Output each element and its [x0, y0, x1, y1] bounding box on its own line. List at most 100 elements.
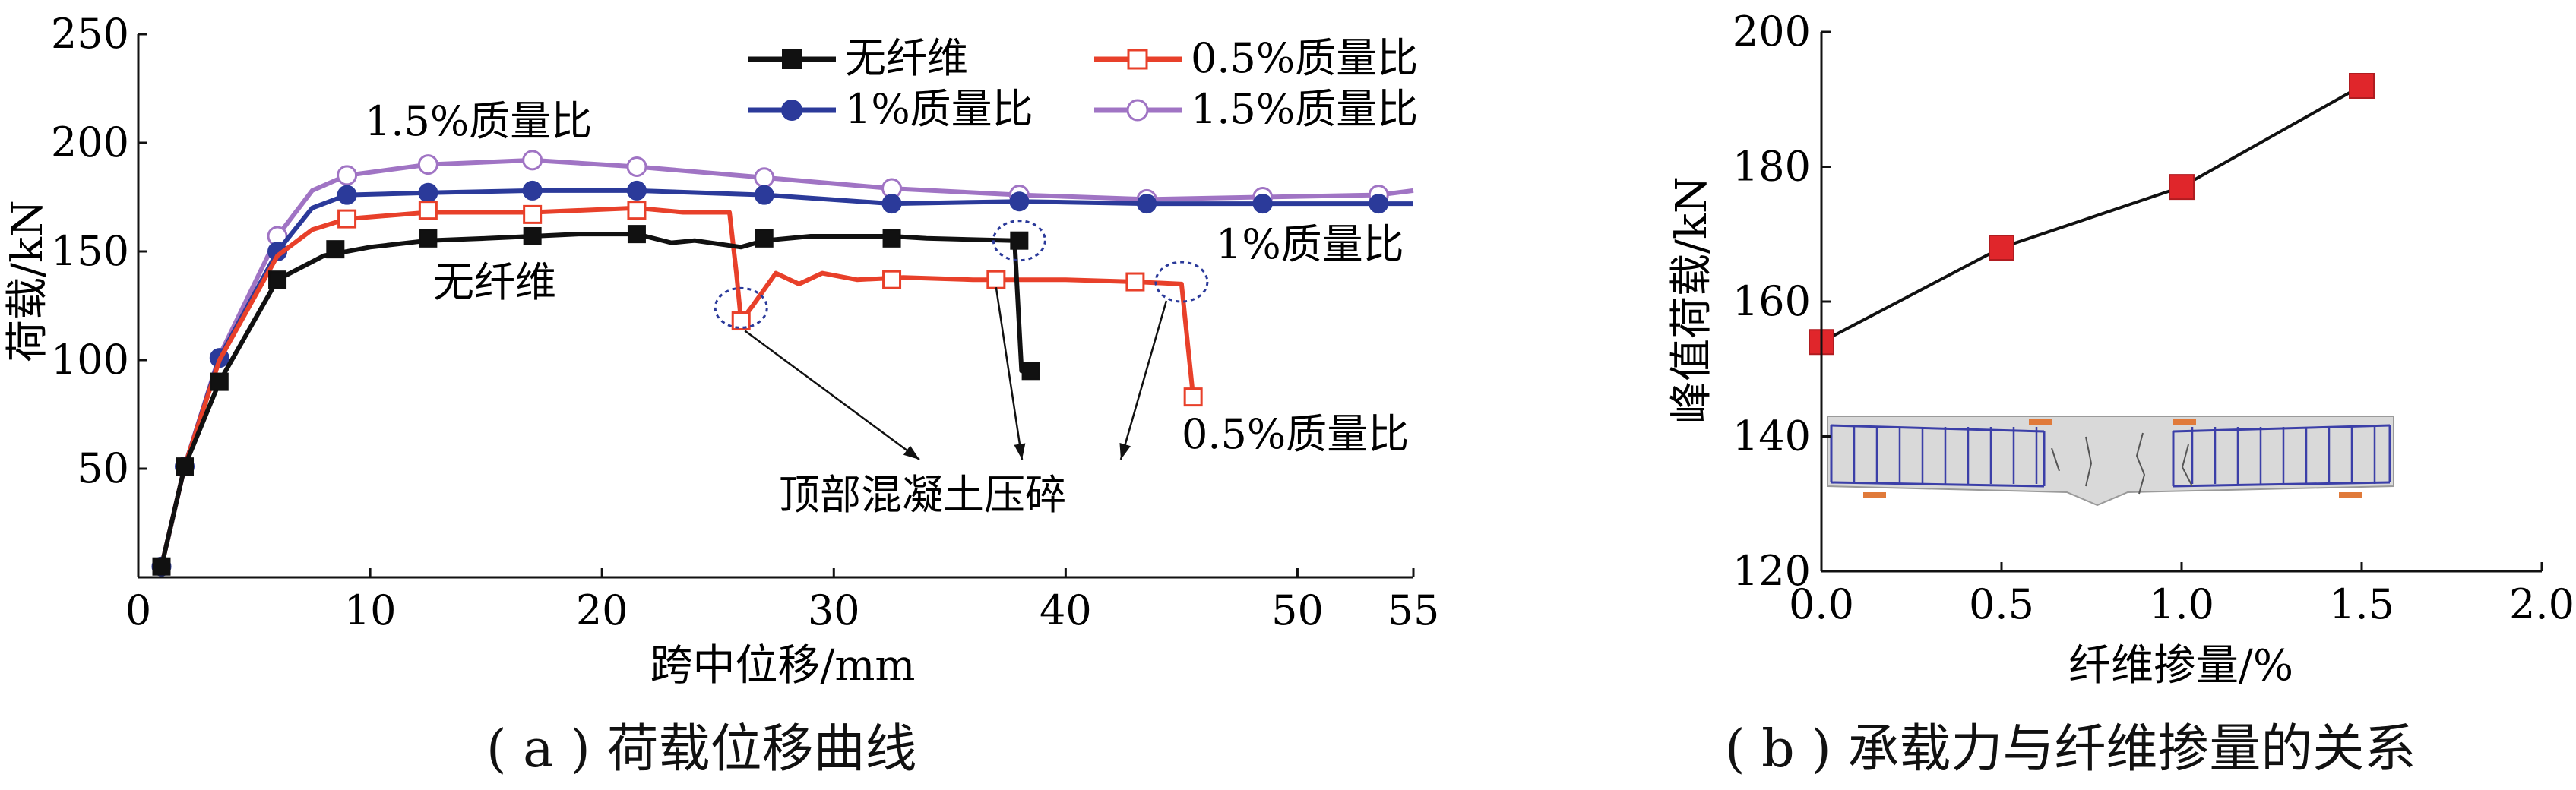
arrow-head	[1119, 443, 1131, 460]
legend-label: 1%质量比	[845, 85, 1033, 133]
series-point	[152, 557, 171, 576]
series-point	[1989, 235, 2014, 261]
y-tick-label: 160	[1733, 277, 1811, 325]
legend-label: 无纤维	[845, 34, 968, 82]
x-tick-label: 1.0	[2149, 580, 2214, 628]
series-point	[882, 270, 902, 289]
series-point	[627, 225, 646, 244]
chart-b-ylabel: 峰值荷载/kN	[1667, 176, 1717, 424]
chart-b-series-group	[1809, 73, 2375, 356]
load-displacement-chart: 0 10 20 30 40 50 55 50 100 150 200 250 无纤维 0.5%质量比 1%…	[3, 10, 1439, 690]
series-point	[1252, 194, 1273, 214]
series-point	[754, 185, 774, 205]
series-point	[418, 201, 438, 220]
y-tick-label: 150	[51, 227, 129, 275]
chart-b-axes: 0.0 0.5 1.0 1.5 2.0 120 140 160 180 200	[1733, 8, 2574, 628]
series-point	[522, 180, 543, 201]
peak-load-vs-fiber-chart: 0.0 0.5 1.0 1.5 2.0 120 140 160 180 200 峰值荷载/kN 纤…	[1667, 8, 2574, 690]
annotation-1p-label: 1%质量比	[1216, 220, 1404, 268]
series-point	[1369, 194, 1389, 214]
series-point	[337, 165, 358, 186]
series-point	[627, 201, 647, 220]
legend-label: 1.5%质量比	[1191, 85, 1418, 133]
series-point	[881, 194, 902, 214]
x-tick-label: 50	[1271, 586, 1324, 634]
chart-b-xlabel: 纤维掺量/%	[2068, 641, 2293, 690]
series-point	[417, 154, 438, 175]
chart-a-xlabel: 跨中位移/mm	[650, 641, 915, 690]
series-line	[1821, 84, 2362, 344]
series-point	[1137, 194, 1157, 214]
annotation-0p5-label: 0.5%质量比	[1182, 410, 1409, 458]
x-tick-label: 0	[125, 586, 151, 634]
series-point	[731, 311, 751, 331]
x-tick-label: 0.0	[1789, 580, 1854, 628]
series-point	[1021, 362, 1040, 381]
annotation-none-label: 无纤维	[433, 258, 556, 306]
x-tick-label: 20	[576, 586, 628, 634]
x-tick-label: 1.5	[2329, 580, 2394, 628]
crush-annotation-marks	[714, 220, 1209, 461]
failure-circle	[1154, 261, 1209, 303]
legend-marker	[1127, 49, 1148, 70]
series-point	[986, 270, 1006, 289]
chart-a-ylabel: 荷载/kN	[3, 200, 52, 362]
series-point	[1183, 387, 1203, 407]
beam-illustration	[1827, 416, 2394, 507]
series-point	[626, 156, 647, 177]
series-point	[523, 204, 543, 224]
series-point	[1125, 272, 1145, 292]
series-point	[326, 240, 345, 259]
series-point	[882, 229, 901, 248]
annotation-crush-label: 顶部混凝土压碎	[779, 471, 1066, 519]
series-point	[2349, 73, 2375, 99]
failure-circle	[714, 286, 768, 329]
y-tick-label: 50	[77, 444, 129, 492]
series-point	[523, 226, 542, 245]
x-tick-label: 10	[344, 586, 397, 634]
caption-a: ( a ) 荷载位移曲线	[486, 719, 917, 779]
annotation-arrow	[995, 286, 1024, 460]
legend-label: 0.5%质量比	[1191, 34, 1418, 82]
series-point	[626, 180, 647, 201]
y-tick-label: 140	[1733, 412, 1811, 460]
annotation-arrow	[744, 330, 920, 461]
series-point	[754, 167, 775, 188]
series-point	[419, 229, 438, 248]
x-tick-label: 0.5	[1969, 580, 2034, 628]
x-tick-label: 30	[808, 586, 860, 634]
series-point	[176, 457, 195, 476]
failure-circle	[992, 220, 1046, 262]
chart-a-series-group	[151, 150, 1414, 577]
arrow-head	[1014, 443, 1026, 460]
x-tick-label: 40	[1040, 586, 1092, 634]
y-tick-label: 200	[51, 118, 129, 166]
chart-a-legend: 无纤维 0.5%质量比 1%质量比 1.5%质量比	[748, 34, 1418, 133]
y-tick-label: 100	[51, 336, 129, 384]
series-point	[1009, 191, 1030, 212]
y-tick-label: 120	[1733, 547, 1811, 595]
series-point	[418, 182, 438, 203]
series-point	[522, 150, 543, 171]
x-tick-label: 2.0	[2509, 580, 2574, 628]
series-point	[2169, 174, 2195, 201]
series-line	[159, 157, 1414, 567]
y-tick-label: 250	[51, 10, 129, 58]
chart-a-axes: 0 10 20 30 40 50 55 50 100 150 200 250	[51, 10, 1439, 634]
legend-marker	[781, 100, 802, 121]
y-tick-label: 180	[1733, 143, 1811, 191]
arrow-head	[903, 445, 919, 460]
caption-b: ( b ) 承载力与纤维掺量的关系	[1725, 719, 2416, 779]
series-point	[337, 209, 357, 229]
y-tick-label: 200	[1733, 8, 1811, 55]
series-point	[210, 372, 229, 391]
series-point	[268, 270, 287, 289]
annotation-arrow	[1119, 300, 1168, 460]
annotation-1p5-label: 1.5%质量比	[365, 97, 592, 145]
series-point	[337, 185, 357, 205]
legend-marker	[782, 49, 802, 69]
legend-marker	[1126, 99, 1149, 122]
series-point	[1010, 231, 1029, 250]
x-tick-label: 55	[1388, 586, 1440, 634]
